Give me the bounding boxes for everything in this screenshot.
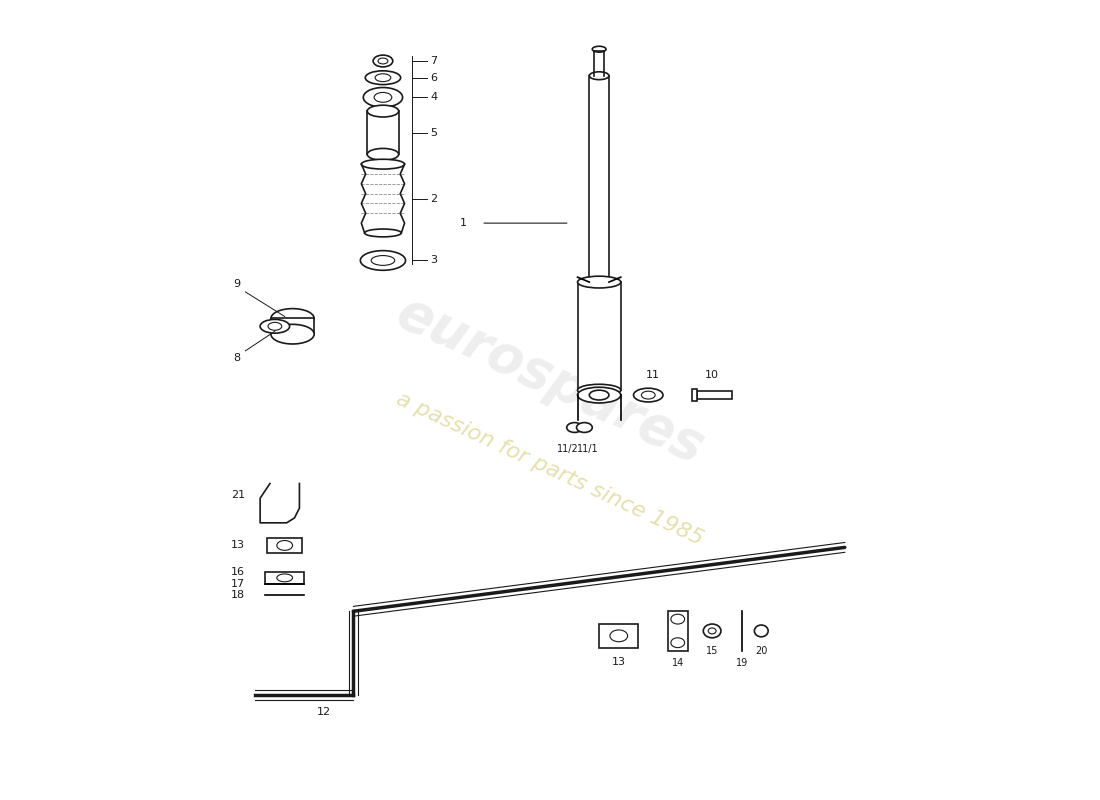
Text: 9: 9 <box>233 279 241 289</box>
Ellipse shape <box>277 541 293 550</box>
Text: 4: 4 <box>430 92 437 102</box>
Bar <box>578 282 620 390</box>
Ellipse shape <box>277 574 293 582</box>
Ellipse shape <box>671 614 684 624</box>
Ellipse shape <box>708 628 716 634</box>
Ellipse shape <box>592 46 606 52</box>
Ellipse shape <box>271 324 315 344</box>
Text: 1: 1 <box>460 218 466 228</box>
Bar <box>590 76 609 282</box>
Bar <box>367 111 398 154</box>
Ellipse shape <box>365 71 400 85</box>
Ellipse shape <box>578 384 620 396</box>
Ellipse shape <box>375 74 390 82</box>
Text: 13: 13 <box>612 658 626 667</box>
Ellipse shape <box>755 625 768 637</box>
Ellipse shape <box>273 495 287 511</box>
Text: 16: 16 <box>231 567 244 577</box>
Ellipse shape <box>703 624 720 638</box>
Text: 20: 20 <box>755 646 768 656</box>
Text: 8: 8 <box>233 353 241 363</box>
Ellipse shape <box>271 309 315 328</box>
Ellipse shape <box>364 229 402 237</box>
Text: eurospares: eurospares <box>388 286 712 474</box>
Text: 14: 14 <box>672 658 684 669</box>
Ellipse shape <box>671 638 684 648</box>
Text: 15: 15 <box>706 646 718 656</box>
Bar <box>697 391 732 399</box>
Ellipse shape <box>367 149 398 160</box>
Ellipse shape <box>609 630 628 642</box>
Ellipse shape <box>374 93 392 102</box>
Ellipse shape <box>641 391 656 399</box>
Ellipse shape <box>378 58 388 64</box>
Text: 19: 19 <box>736 658 748 669</box>
Text: 13: 13 <box>231 541 244 550</box>
Text: 7: 7 <box>430 56 437 66</box>
Ellipse shape <box>367 106 398 117</box>
Ellipse shape <box>361 250 406 270</box>
Ellipse shape <box>576 422 592 433</box>
Text: 21: 21 <box>231 490 245 500</box>
Text: 5: 5 <box>430 128 437 138</box>
Ellipse shape <box>268 322 282 330</box>
Ellipse shape <box>371 255 395 266</box>
Ellipse shape <box>361 159 405 169</box>
Text: 11/1: 11/1 <box>576 444 598 454</box>
Text: 11/2: 11/2 <box>557 444 579 454</box>
Bar <box>600 624 638 648</box>
Bar <box>267 538 303 554</box>
Bar <box>271 318 315 334</box>
Text: a passion for parts since 1985: a passion for parts since 1985 <box>394 389 706 549</box>
Ellipse shape <box>634 388 663 402</box>
Text: 11: 11 <box>646 370 660 380</box>
Ellipse shape <box>590 390 609 400</box>
Text: 10: 10 <box>705 370 719 380</box>
Text: 12: 12 <box>317 706 331 717</box>
Polygon shape <box>260 483 299 523</box>
Text: 18: 18 <box>231 590 245 599</box>
Ellipse shape <box>590 72 609 80</box>
Text: 3: 3 <box>430 255 437 266</box>
Text: 2: 2 <box>430 194 437 203</box>
Text: 17: 17 <box>231 578 245 589</box>
Text: 6: 6 <box>430 73 437 82</box>
Bar <box>265 572 305 584</box>
Ellipse shape <box>260 319 289 333</box>
Ellipse shape <box>363 87 403 107</box>
Bar <box>692 389 697 401</box>
Ellipse shape <box>578 276 620 288</box>
Ellipse shape <box>373 55 393 67</box>
Bar <box>668 611 688 650</box>
Ellipse shape <box>578 387 620 403</box>
Ellipse shape <box>566 422 582 433</box>
